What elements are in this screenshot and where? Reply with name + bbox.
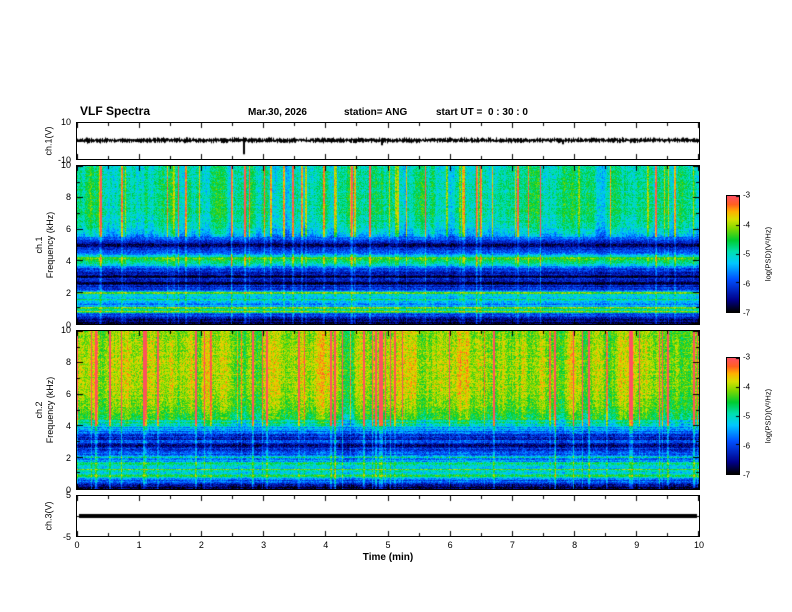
ch1-voltage-panel xyxy=(76,122,700,160)
xtick-label: 5 xyxy=(385,540,391,550)
ytick-label: -10 xyxy=(57,155,71,165)
ytick-label: 10 xyxy=(60,117,71,127)
xtick-label: 10 xyxy=(693,540,705,550)
ch3-voltage-panel xyxy=(76,495,700,537)
plot-start-ut: start UT = 0 : 30 : 0 xyxy=(436,107,528,118)
colorbar-tick-label: -6 xyxy=(743,441,751,450)
ytick-label: 4 xyxy=(65,421,71,431)
colorbar-tick-label: -3 xyxy=(743,352,751,362)
time-axis-tick-labels: 0 1 2 3 4 5 6 7 8 9 10 xyxy=(74,540,704,552)
plot-date: Mar.30, 2026 xyxy=(248,107,307,118)
colorbar-tick-label: -6 xyxy=(743,279,751,288)
ytick-label: -5 xyxy=(62,532,71,542)
xtick-label: 3 xyxy=(261,540,267,550)
ch1-spectrogram-ytick-labels: 10 8 6 4 2 0 xyxy=(38,160,73,330)
colorbar-ch1-label: log(PSD)(V²/Hz) xyxy=(763,226,773,282)
colorbar-ch2-tick-labels: -3 -4 -5 -6 -7 xyxy=(743,353,761,480)
colorbar-tick-label: -7 xyxy=(743,470,751,480)
colorbar-tick-label: -4 xyxy=(743,220,751,229)
plot-station: station= ANG xyxy=(344,107,408,118)
xtick-label: 0 xyxy=(74,540,80,550)
ch3-waveform-canvas xyxy=(77,496,699,536)
plot-title: VLF Spectra xyxy=(80,104,151,118)
ytick-label: 0 xyxy=(65,485,71,495)
colorbar-tick-label: -5 xyxy=(743,411,751,421)
ch1-spectrogram-canvas xyxy=(77,166,699,324)
ytick-label: 5 xyxy=(65,490,71,500)
ytick-label: 8 xyxy=(65,192,71,202)
time-axis-label: Time (min) xyxy=(362,552,414,563)
xtick-label: 8 xyxy=(572,540,578,550)
colorbar-ch1-canvas xyxy=(727,196,739,312)
ch1-waveform-canvas xyxy=(77,123,699,159)
colorbar-ch1 xyxy=(726,195,740,313)
ytick-label: 4 xyxy=(65,256,71,266)
xtick-label: 7 xyxy=(509,540,515,550)
ytick-label: 8 xyxy=(65,357,71,367)
xtick-label: 4 xyxy=(323,540,329,550)
ytick-label: 2 xyxy=(65,453,71,463)
ch2-spectrogram-ytick-labels: 10 8 6 4 2 0 xyxy=(38,325,73,495)
colorbar-tick-label: -5 xyxy=(743,249,751,259)
colorbar-tick-label: -4 xyxy=(743,382,751,391)
xtick-label: 1 xyxy=(136,540,142,550)
xtick-label: 9 xyxy=(634,540,640,550)
colorbar-ch2 xyxy=(726,357,740,475)
colorbar-ch2-label: log(PSD)(V²/Hz) xyxy=(763,388,773,444)
ch1-voltage-ytick-labels: 10 -10 xyxy=(38,117,73,165)
colorbar-ch2-canvas xyxy=(727,358,739,474)
ytick-label: 0 xyxy=(65,320,71,330)
ytick-label: 10 xyxy=(60,325,71,335)
ytick-label: 6 xyxy=(65,224,71,234)
ch1-spectrogram-panel xyxy=(76,165,700,325)
xtick-label: 2 xyxy=(198,540,204,550)
ch3-voltage-ytick-labels: 5 -5 xyxy=(38,490,73,542)
ch2-spectrogram-panel xyxy=(76,330,700,490)
ytick-label: 6 xyxy=(65,389,71,399)
colorbar-tick-label: -3 xyxy=(743,190,751,200)
ch2-spectrogram-canvas xyxy=(77,331,699,489)
colorbar-ch1-tick-labels: -3 -4 -5 -6 -7 xyxy=(743,191,761,318)
ytick-label: 10 xyxy=(60,160,71,170)
colorbar-tick-label: -7 xyxy=(743,308,751,318)
ytick-label: 2 xyxy=(65,288,71,298)
xtick-label: 6 xyxy=(447,540,453,550)
